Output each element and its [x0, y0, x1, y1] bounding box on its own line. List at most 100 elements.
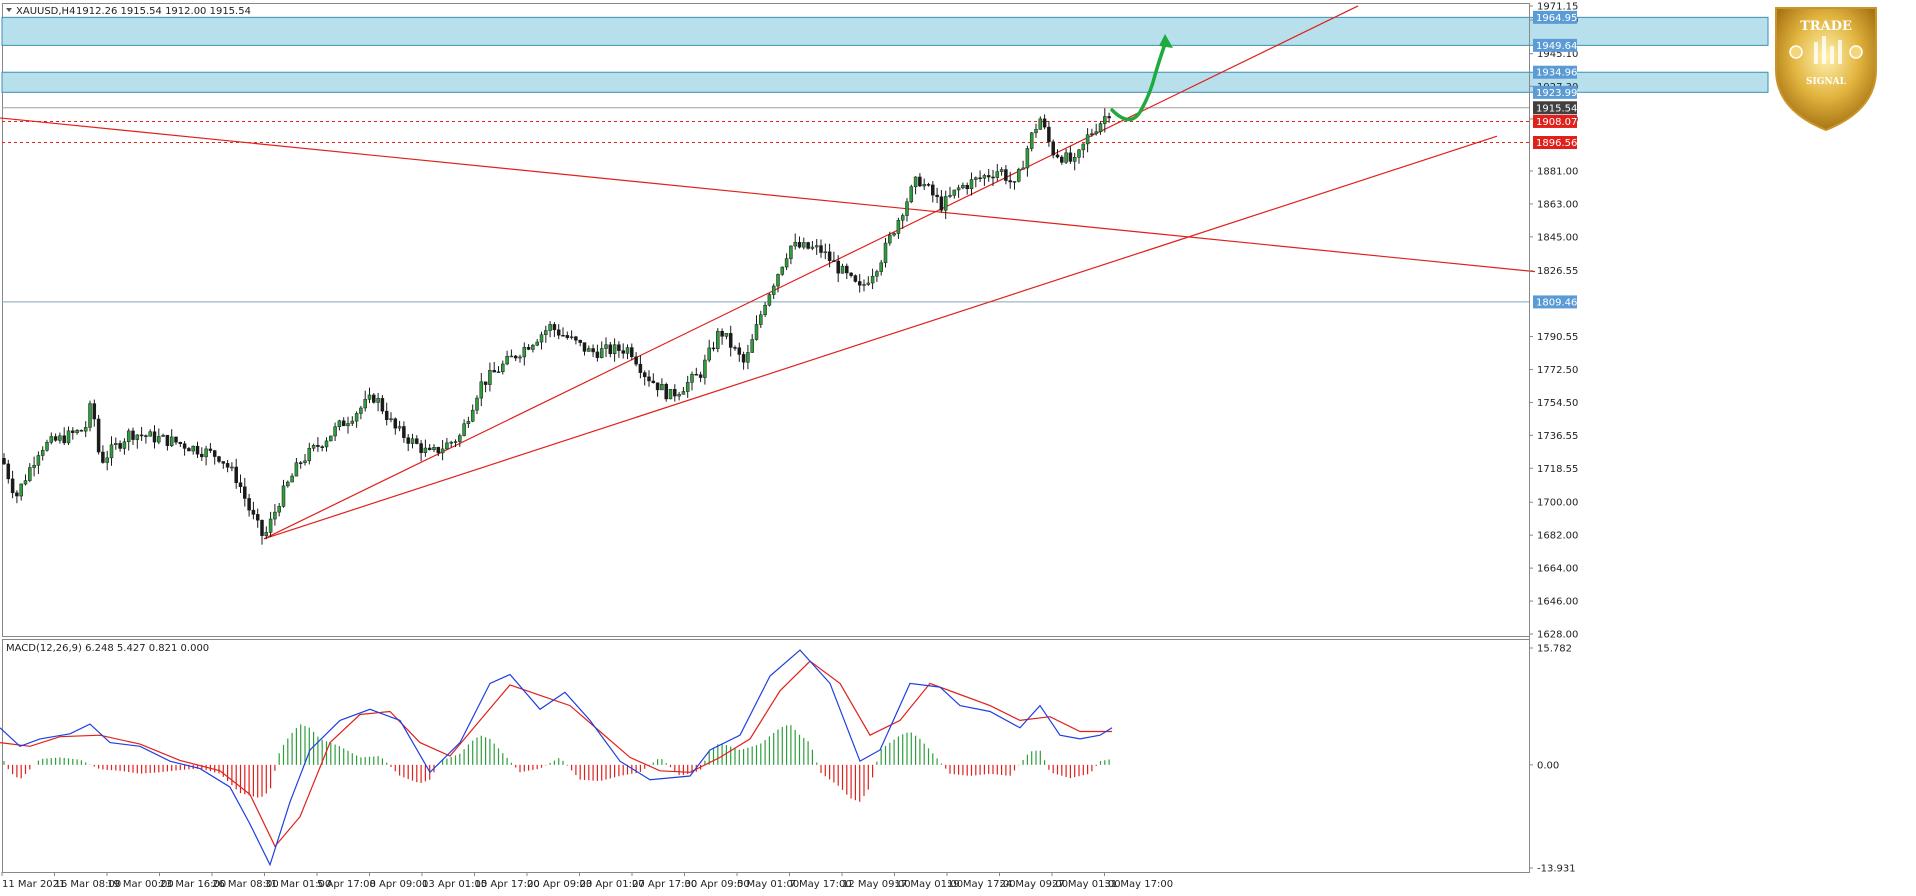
candle-body: [703, 359, 707, 378]
candle-body: [217, 456, 221, 462]
candle-body: [776, 274, 780, 287]
candle-body: [212, 450, 217, 457]
candle-body: [1047, 126, 1051, 143]
candle-body: [900, 215, 905, 221]
macd-tick-label: 15.782: [1537, 644, 1572, 655]
chart-header: XAUUSD,H4 1912.26 1915.54 1912.00 1915.5…: [6, 6, 251, 17]
candle-body: [1055, 154, 1060, 158]
candle-body: [978, 177, 982, 180]
symbol-label: XAUUSD,H4: [16, 6, 75, 17]
candle-body: [539, 334, 544, 343]
price-tick-label: 1664.00: [1537, 564, 1578, 575]
candle-body: [174, 436, 178, 443]
badge-bar-icon: [1822, 36, 1826, 64]
candle-body: [251, 509, 256, 515]
candle-body: [23, 480, 28, 485]
time-tick-label: 8 Apr 09:00: [370, 879, 429, 890]
candle-body: [195, 445, 200, 455]
price-tag-label: 1964.95: [1536, 13, 1577, 24]
candle-body: [359, 407, 363, 414]
candle-body: [999, 169, 1004, 172]
price-tick-label: 1718.55: [1537, 464, 1578, 475]
candle-body: [664, 383, 668, 400]
candle-body: [922, 184, 926, 187]
candle-body: [974, 177, 978, 180]
time-tick-label: 31 Mar 01:00: [265, 879, 332, 890]
candle-body: [948, 195, 952, 197]
collapse-triangle-icon[interactable]: [6, 8, 12, 12]
candle-body: [909, 186, 914, 203]
price-tag-label: 1896.56: [1536, 138, 1577, 149]
price-tag: [1533, 295, 1577, 309]
candle-body: [1042, 118, 1047, 128]
trend-line: [263, 5, 1359, 540]
candle-body: [92, 403, 97, 420]
candle-body: [109, 444, 114, 459]
candle-body: [389, 418, 393, 420]
candle-body: [79, 430, 84, 432]
candle-body: [548, 324, 552, 331]
price-tag: [1533, 10, 1577, 24]
candle-body: [290, 475, 294, 483]
ohlc-label: 1912.26 1915.54 1912.00 1915.54: [76, 6, 251, 17]
candle-body: [410, 438, 415, 444]
price-tick-label: 1881.00: [1537, 166, 1578, 177]
price-tag-label: 1809.46: [1536, 297, 1577, 308]
candle-body: [694, 373, 699, 376]
candle-body: [10, 478, 15, 494]
price-tick-label: 1754.50: [1537, 398, 1578, 409]
price-tag: [1533, 38, 1577, 52]
time-tick-label: 23 Mar 16:00: [160, 879, 227, 890]
candle-body: [169, 436, 174, 446]
macd-histogram: [3, 724, 1110, 802]
candle-body: [273, 511, 277, 520]
forecast-arrow-head: [1159, 34, 1173, 48]
price-tick-label: 1682.00: [1537, 531, 1578, 542]
candle-body: [32, 464, 36, 468]
candle-body: [501, 363, 505, 372]
candle-body: [784, 258, 789, 268]
badge-shield: [1775, 7, 1877, 132]
candle-body: [449, 441, 453, 444]
candle-body: [857, 281, 862, 286]
candle-body: [986, 175, 991, 178]
resistance-zone: [1, 16, 1769, 46]
trend-line: [263, 135, 1498, 540]
badge-bar-icon: [1814, 42, 1818, 64]
candle-body: [341, 420, 346, 427]
price-tags: 1964.95 1949.64 1934.96 1923.99 1915.54 1908.…: [1533, 10, 1577, 309]
candle-body: [750, 339, 754, 353]
candle-body: [384, 410, 389, 420]
candle-body: [75, 430, 79, 433]
candle-body: [40, 449, 45, 456]
candle-body: [819, 245, 823, 253]
candle-body: [574, 336, 578, 341]
candle-body: [488, 370, 492, 385]
candle-body: [1051, 141, 1055, 156]
candle-body: [728, 333, 733, 348]
candle-body: [36, 455, 41, 466]
candle-body: [1077, 149, 1081, 158]
time-tick-label: 7 May 17:00: [790, 879, 852, 890]
candle-body: [1017, 169, 1021, 182]
candle-body: [221, 461, 226, 464]
candle-body: [918, 176, 922, 187]
candle-body: [139, 434, 144, 437]
candle-body: [397, 426, 402, 429]
candle-body: [604, 344, 608, 349]
candle-body: [754, 324, 759, 340]
candle-body: [255, 514, 260, 521]
candlestick-series: [2, 108, 1111, 545]
candle-body: [556, 329, 561, 336]
candle-body: [913, 176, 918, 187]
candle-body: [569, 336, 574, 339]
candle-body: [466, 420, 471, 425]
candle-body: [681, 391, 686, 395]
candle-body: [161, 434, 165, 437]
candle-body: [96, 418, 101, 453]
price-tag: [1533, 136, 1577, 150]
candle-body: [126, 430, 131, 443]
candle-body: [376, 398, 380, 403]
candle-body: [483, 381, 488, 385]
candle-body: [870, 275, 875, 284]
